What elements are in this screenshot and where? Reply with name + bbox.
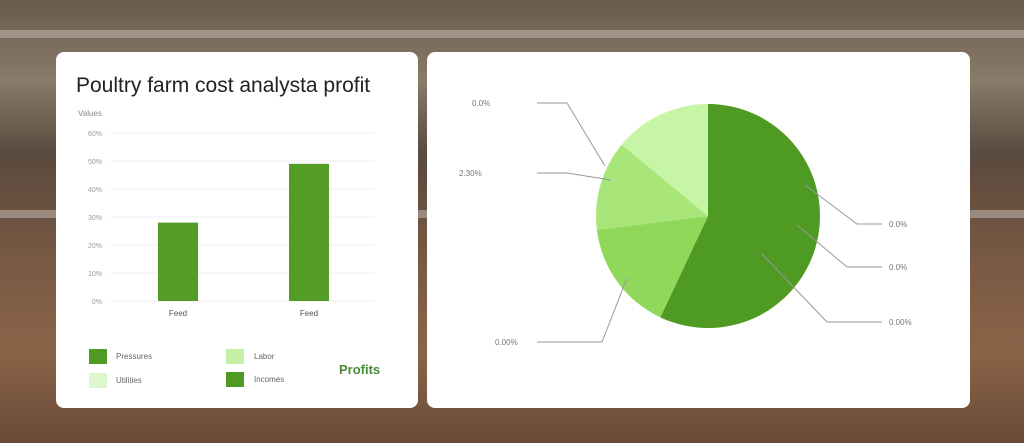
pie-data-label: 0.0% — [889, 263, 907, 272]
y-tick-label: 0% — [92, 299, 102, 306]
bar-chart-panel: Poultry farm cost analysta profit Values… — [56, 52, 418, 408]
bar — [158, 222, 198, 301]
legend-label: Labor — [254, 352, 275, 361]
y-axis-label: Values — [78, 109, 102, 118]
y-tick-label: 20% — [88, 243, 102, 250]
y-tick-label: 40% — [88, 187, 102, 194]
bar-chart: 0% 10% 20% 30% 40% 50% 60% Feed Feed — [88, 131, 374, 318]
pie-data-label: 0.00% — [495, 338, 518, 347]
pie-chart-panel: 0.0% 0.0% 0.00% 0.00% 2.30% 0.0% — [427, 52, 970, 408]
leader-line — [796, 224, 882, 268]
y-tick-label: 10% — [88, 271, 102, 278]
pie-data-label: 0.00% — [889, 318, 912, 327]
pie-data-label: 0.0% — [889, 220, 907, 229]
pie-data-label: 0.0% — [472, 99, 490, 108]
legend-swatch — [226, 372, 244, 387]
legend-label: Incomes — [254, 375, 285, 384]
x-tick-label: Feed — [300, 309, 318, 318]
x-tick-label: Feed — [169, 309, 187, 318]
bar — [289, 163, 329, 301]
y-tick-label: 50% — [88, 159, 102, 166]
chart-title: Poultry farm cost analysta profit — [76, 74, 371, 97]
pie-data-label: 2.30% — [459, 169, 482, 178]
pie-slice — [660, 104, 820, 328]
leader-line — [537, 102, 606, 167]
leader-line — [761, 253, 882, 323]
legend-swatch — [226, 349, 244, 364]
pie-chart: 0.0% 0.0% 0.00% 0.00% 2.30% 0.0% — [459, 99, 912, 347]
legend-swatch — [89, 349, 107, 364]
legend-swatch — [89, 373, 107, 388]
pie-slice — [596, 144, 708, 231]
leader-line — [537, 277, 628, 343]
leader-line — [804, 184, 882, 225]
y-tick-label: 30% — [88, 215, 102, 222]
pie-slice — [596, 216, 708, 318]
y-tick-label: 60% — [88, 131, 102, 138]
pie-slice — [621, 104, 708, 216]
legend-label: Utilities — [116, 376, 142, 385]
leader-line — [537, 172, 612, 181]
profits-label: Profits — [339, 362, 381, 377]
legend-label: Pressures — [116, 352, 153, 361]
